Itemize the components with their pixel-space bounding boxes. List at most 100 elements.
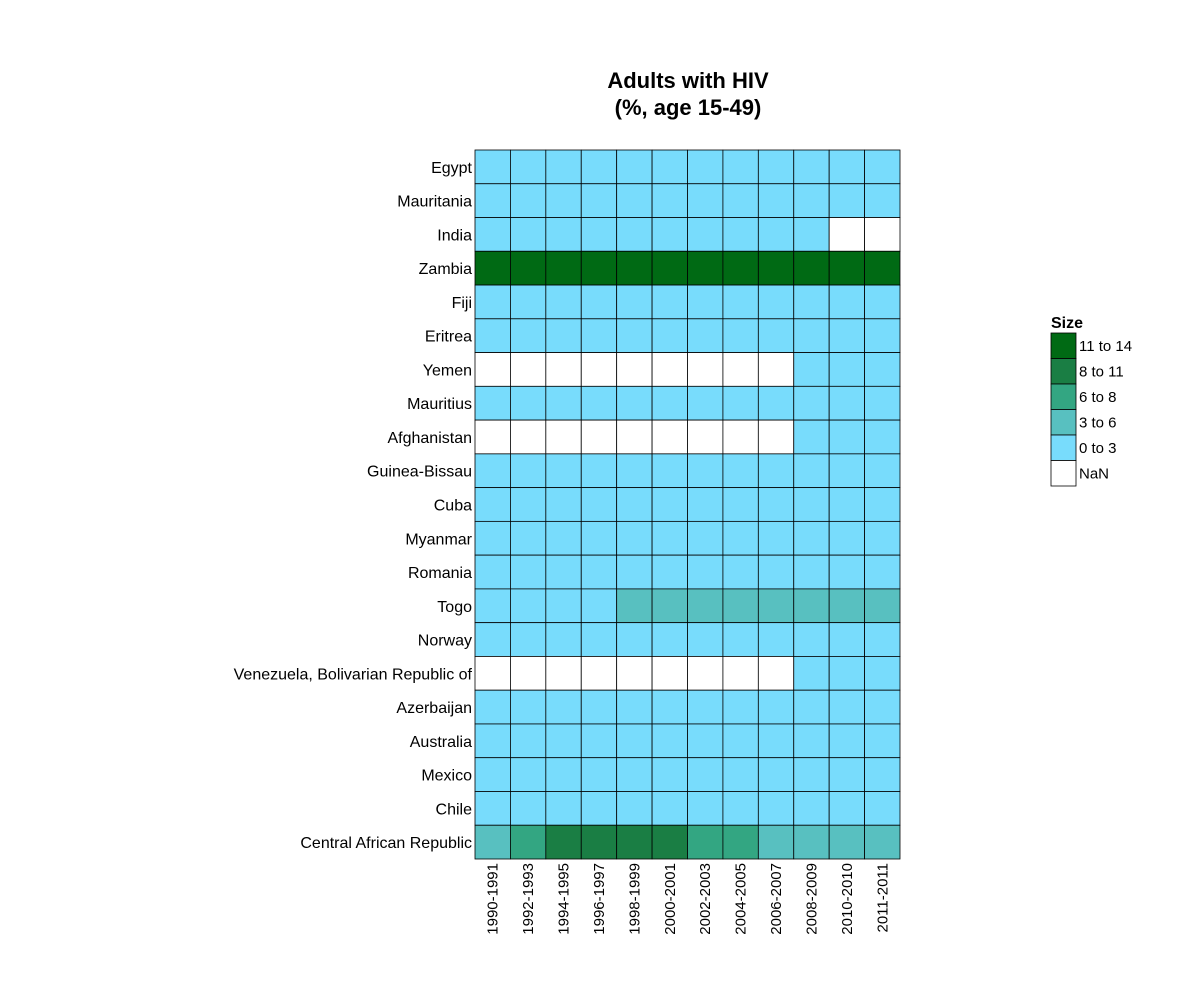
heatmap-cell [616,250,653,286]
heatmap-cell [474,217,511,252]
heatmap-cell [616,419,653,455]
heatmap-cell [616,385,653,421]
column-labels: 1990-1991 1992-1993 1994-1995 1996-1997 1998… [485,863,892,935]
legend-swatch [1050,434,1077,461]
legend-label: NaN [1079,465,1109,482]
heatmap-cell [580,554,618,590]
heatmap-cell [793,453,830,489]
heatmap-cell [722,217,759,252]
heatmap-cell [793,689,830,725]
heatmap-cell [687,385,724,421]
heatmap-cell [757,217,795,252]
heatmap-cell [651,824,688,860]
heatmap-cell [616,791,653,826]
legend-swatch [1050,409,1077,436]
heatmap-cell [580,824,618,860]
column-label: 2010-2010 [839,863,856,935]
column-label: 1996-1997 [591,863,608,935]
heatmap-cell [864,250,901,286]
heatmap-cell [580,588,618,624]
heatmap-cell [474,689,511,725]
heatmap-cell [510,723,547,759]
heatmap-cell [793,723,830,759]
heatmap-cell [616,588,653,624]
heatmap-cell [757,183,795,218]
row-label: Mauritius [407,396,472,413]
heatmap-cell [722,284,759,320]
heatmap-cell [793,352,830,387]
column-label: 1994-1995 [556,863,573,935]
heatmap-cell [474,588,511,624]
heatmap-cell [828,453,865,489]
heatmap-cell [616,520,653,556]
heatmap-cell [580,520,618,556]
heatmap-cell [651,588,688,624]
heatmap-cell [864,284,901,320]
heatmap-cell [828,487,865,522]
heatmap-cell [793,385,830,421]
heatmap-cell [580,385,618,421]
heatmap-cell [828,723,865,759]
row-label: Cuba [434,498,472,515]
column-label: 1990-1991 [485,863,502,935]
column-label: 1992-1993 [520,863,537,935]
heatmap-cell [545,318,582,353]
heatmap-cell [510,554,547,590]
heatmap-cell [757,284,795,320]
row-label: Egypt [431,160,472,177]
heatmap-cell [651,622,688,657]
heatmap-cell [474,656,511,691]
heatmap-cell [545,656,582,691]
heatmap-cell [828,419,865,455]
heatmap-cell [757,149,795,185]
heatmap-cell [474,554,511,590]
heatmap-cell [793,284,830,320]
heatmap-cell [474,352,511,387]
heatmap-cell [474,757,511,792]
column-label: 2006-2007 [768,863,785,935]
heatmap-cell [545,757,582,792]
heatmap-cell [757,520,795,556]
heatmap-cell [545,689,582,725]
column-label: 2008-2009 [803,863,820,935]
row-label: Norway [418,633,472,650]
heatmap-cell [545,723,582,759]
heatmap-cell [828,385,865,421]
heatmap-cell [687,656,724,691]
heatmap-cell [722,149,759,185]
heatmap-cell [687,318,724,353]
heatmap-cell [864,824,901,860]
heatmap-cell [474,149,511,185]
heatmap-cell [793,149,830,185]
heatmap-cell [864,487,901,522]
heatmap-cell [757,352,795,387]
legend-title: Size [1051,315,1083,332]
heatmap-cell [616,757,653,792]
heatmap-cell [828,318,865,353]
heatmap-cell [580,284,618,320]
heatmap-cell [510,487,547,522]
heatmap-cell [651,453,688,489]
legend-label: 8 to 11 [1079,363,1124,380]
legend-label: 3 to 6 [1079,414,1117,431]
heatmap-cell [580,791,618,826]
heatmap-cell [793,318,830,353]
heatmap-cell [687,791,724,826]
heatmap-cell [474,723,511,759]
heatmap-cell [510,149,547,185]
heatmap-cell [864,622,901,657]
heatmap-cell [474,385,511,421]
heatmap-cell [545,250,582,286]
chart-title-line-1: Adults with HIV [607,68,769,93]
heatmap-cell [828,588,865,624]
heatmap-cell [510,250,547,286]
heatmap-cell [864,791,901,826]
heatmap-cell [687,554,724,590]
row-label: Eritrea [425,329,472,346]
heatmap-cell [757,487,795,522]
legend-swatch [1050,460,1077,487]
heatmap-cell [793,217,830,252]
heatmap-cell [793,419,830,455]
heatmap-cells [474,149,901,860]
